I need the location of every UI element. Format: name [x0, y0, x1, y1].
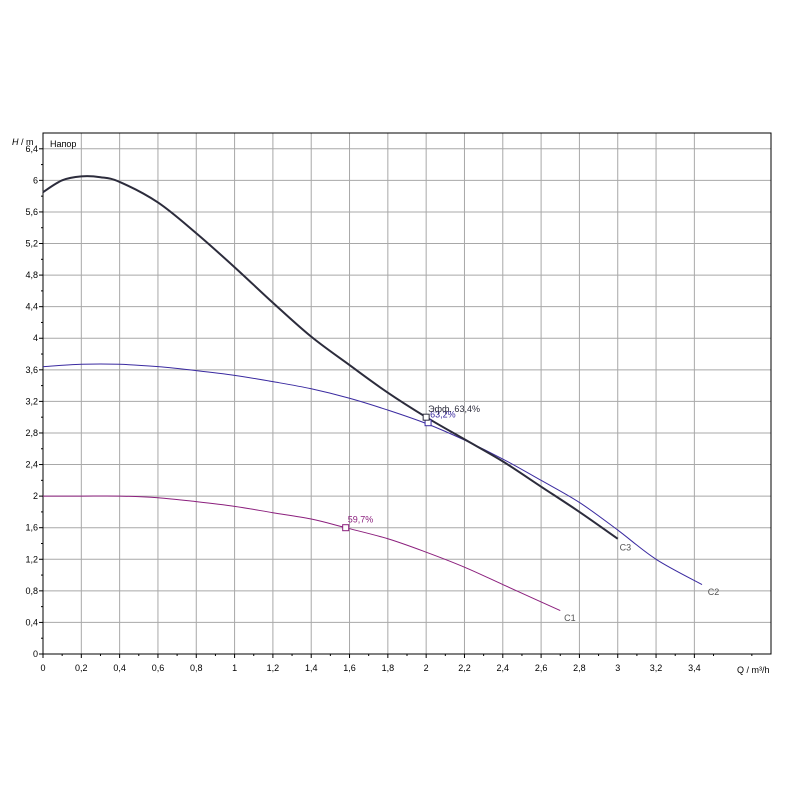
- y-tick-label: 2,4: [25, 460, 38, 470]
- y-tick-label: 0,8: [25, 586, 38, 596]
- x-tick-label: 0,6: [152, 663, 165, 673]
- x-tick-label: 2,4: [497, 663, 510, 673]
- y-tick-label: 6,4: [25, 144, 38, 154]
- curve-label-c3: C3: [620, 543, 632, 553]
- x-tick-label: 3,2: [650, 663, 663, 673]
- y-tick-label: 2: [33, 491, 38, 501]
- y-tick-label: 5,6: [25, 207, 38, 217]
- series-line-c2: [42, 363, 703, 585]
- ticks: 0 0,2 0,4 0,6 0,8 1 1,2 1,4 1,6 1,8 2 2,2 2,4 2,6 2,8 3…: [25, 144, 753, 673]
- x-tick-label: 0,8: [190, 663, 203, 673]
- series-line-c1: [43, 495, 561, 612]
- x-tick-label: 3: [615, 663, 620, 673]
- series: [42, 175, 703, 612]
- curve-label-c2: C2: [708, 587, 720, 597]
- y-tick-label: 3,2: [25, 396, 38, 406]
- y-tick-label: 2,8: [25, 428, 38, 438]
- y-tick-label: 0,4: [25, 617, 38, 627]
- y-tick-label: 5,2: [25, 239, 38, 249]
- curve-label-c1: C1: [564, 613, 576, 623]
- y-tick-label: 6: [33, 175, 38, 185]
- operating-point-label-c1: 59,7%: [348, 515, 374, 525]
- y-axis-label: H / m: [12, 137, 34, 147]
- y-tick-label: 4: [33, 333, 38, 343]
- x-axis-label: Q / m³/h: [737, 665, 770, 675]
- x-tick-label: 0,4: [113, 663, 126, 673]
- x-tick-label: 1: [232, 663, 237, 673]
- curve-labels: C1 C2 C3: [564, 543, 719, 623]
- x-tick-label: 2,2: [458, 663, 471, 673]
- series-line-c3: [42, 175, 619, 540]
- x-tick-label: 2: [424, 663, 429, 673]
- y-axis-variable: H: [12, 137, 19, 147]
- x-tick-label: 2,8: [573, 663, 586, 673]
- y-tick-label: 3,6: [25, 365, 38, 375]
- chart-title: Напор: [50, 139, 76, 149]
- y-tick-label: 1,2: [25, 554, 38, 564]
- y-tick-label: 4,4: [25, 302, 38, 312]
- y-tick-label: 4,8: [25, 270, 38, 280]
- x-tick-label: 1,8: [382, 663, 395, 673]
- operating-point-label-c2: 63,2%: [430, 410, 456, 420]
- x-tick-label: 1,6: [343, 663, 356, 673]
- y-axis-unit: / m: [19, 137, 34, 147]
- x-tick-label: 0: [40, 663, 45, 673]
- x-tick-label: 1,4: [305, 663, 318, 673]
- operating-point-c3: [422, 413, 430, 421]
- operating-points: 59,7% 63,2%Эфф. 63,4%: [342, 404, 480, 532]
- x-tick-label: 1,2: [267, 663, 280, 673]
- operating-point-c1: [342, 524, 350, 532]
- plot-background: [43, 133, 771, 654]
- x-tick-label: 2,6: [535, 663, 548, 673]
- grid: [42, 133, 771, 655]
- x-tick-label: 0,2: [75, 663, 88, 673]
- y-tick-label: 0: [33, 649, 38, 659]
- operating-point-label-c3: Эфф. 63,4%: [428, 404, 480, 414]
- x-tick-label: 3,4: [688, 663, 701, 673]
- y-tick-label: 1,6: [25, 523, 38, 533]
